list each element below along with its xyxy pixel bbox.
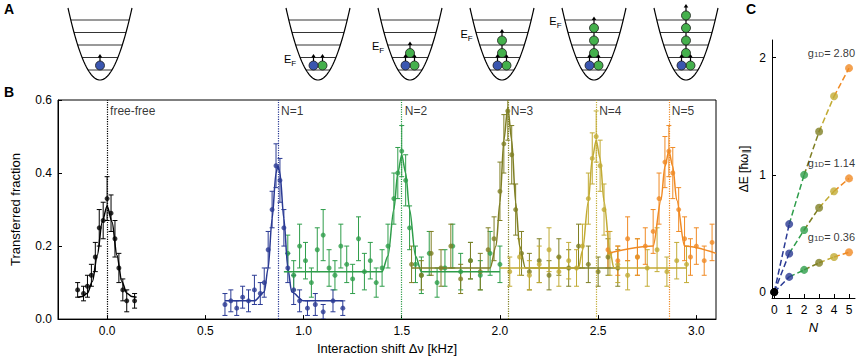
svg-text:N=5: N=5 — [672, 104, 695, 118]
svg-text:0.5: 0.5 — [197, 324, 214, 338]
svg-text:1: 1 — [786, 303, 793, 317]
svg-text:free-free: free-free — [110, 104, 156, 118]
svg-text:Transferred fraction: Transferred fraction — [8, 153, 23, 266]
svg-text:1D: 1D — [814, 234, 824, 243]
svg-text:ΔE [ħω: ΔE [ħω — [737, 154, 751, 193]
svg-text:Interaction shift Δν [kHz]: Interaction shift Δν [kHz] — [317, 341, 457, 356]
svg-text:]: ] — [737, 146, 751, 149]
svg-text:0.0: 0.0 — [99, 324, 116, 338]
svg-text:2.0: 2.0 — [492, 324, 509, 338]
svg-text:4: 4 — [831, 303, 838, 317]
svg-text:EF: EF — [549, 15, 561, 30]
svg-text:2: 2 — [801, 303, 808, 317]
svg-text:= 1.14: = 1.14 — [824, 157, 855, 169]
svg-text:A: A — [4, 1, 14, 17]
svg-text:1.5: 1.5 — [393, 324, 410, 338]
svg-text:1D: 1D — [814, 160, 824, 169]
svg-text:3.0: 3.0 — [688, 324, 705, 338]
svg-text:C: C — [746, 1, 756, 17]
svg-text:g: g — [808, 231, 814, 243]
svg-text:1: 1 — [759, 168, 766, 182]
svg-text:0.4: 0.4 — [35, 166, 52, 180]
svg-text:2: 2 — [759, 51, 766, 65]
svg-text:EF: EF — [284, 53, 296, 68]
svg-text:g: g — [808, 157, 814, 169]
svg-text:N=1: N=1 — [281, 104, 304, 118]
svg-text:3: 3 — [816, 303, 823, 317]
svg-text:g: g — [808, 47, 814, 59]
svg-text:N=2: N=2 — [405, 104, 428, 118]
svg-text:2.5: 2.5 — [590, 324, 607, 338]
svg-text:= 0.36: = 0.36 — [824, 231, 855, 243]
svg-text:0: 0 — [771, 303, 778, 317]
svg-text:N=3: N=3 — [511, 104, 534, 118]
svg-text:= 2.80: = 2.80 — [824, 47, 855, 59]
svg-text:1.0: 1.0 — [295, 324, 312, 338]
svg-text:5: 5 — [846, 303, 853, 317]
svg-text:N: N — [809, 320, 819, 335]
svg-text:N=4: N=4 — [599, 104, 622, 118]
svg-text:0.6: 0.6 — [35, 93, 52, 107]
svg-text:B: B — [4, 84, 14, 100]
svg-text:0.0: 0.0 — [35, 312, 52, 326]
svg-text:0: 0 — [759, 285, 766, 299]
svg-text:EF: EF — [372, 40, 384, 55]
svg-text:0.2: 0.2 — [35, 239, 52, 253]
svg-text:EF: EF — [460, 28, 472, 43]
svg-text:1D: 1D — [814, 50, 824, 59]
